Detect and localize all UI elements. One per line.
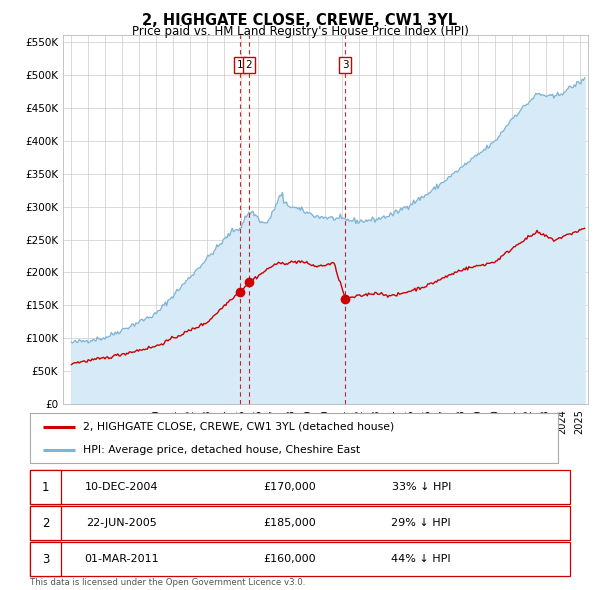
Text: 1: 1 (236, 60, 243, 70)
Text: £160,000: £160,000 (263, 555, 316, 564)
Text: 44% ↓ HPI: 44% ↓ HPI (391, 555, 451, 564)
Text: 10-DEC-2004: 10-DEC-2004 (85, 483, 158, 492)
Text: £170,000: £170,000 (263, 483, 316, 492)
Text: 1: 1 (42, 481, 49, 494)
Text: £185,000: £185,000 (263, 519, 316, 528)
Text: 29% ↓ HPI: 29% ↓ HPI (391, 519, 451, 528)
Text: 2, HIGHGATE CLOSE, CREWE, CW1 3YL (detached house): 2, HIGHGATE CLOSE, CREWE, CW1 3YL (detac… (83, 421, 394, 431)
Text: Contains HM Land Registry data © Crown copyright and database right 2024.
This d: Contains HM Land Registry data © Crown c… (30, 566, 365, 587)
Text: 01-MAR-2011: 01-MAR-2011 (84, 555, 158, 564)
Text: 2: 2 (42, 517, 49, 530)
Text: 2: 2 (245, 60, 252, 70)
Text: 2, HIGHGATE CLOSE, CREWE, CW1 3YL: 2, HIGHGATE CLOSE, CREWE, CW1 3YL (142, 13, 458, 28)
Text: HPI: Average price, detached house, Cheshire East: HPI: Average price, detached house, Ches… (83, 445, 360, 455)
Text: 33% ↓ HPI: 33% ↓ HPI (392, 483, 451, 492)
Text: Price paid vs. HM Land Registry's House Price Index (HPI): Price paid vs. HM Land Registry's House … (131, 25, 469, 38)
Text: 3: 3 (42, 553, 49, 566)
Text: 22-JUN-2005: 22-JUN-2005 (86, 519, 157, 528)
Text: 3: 3 (342, 60, 349, 70)
